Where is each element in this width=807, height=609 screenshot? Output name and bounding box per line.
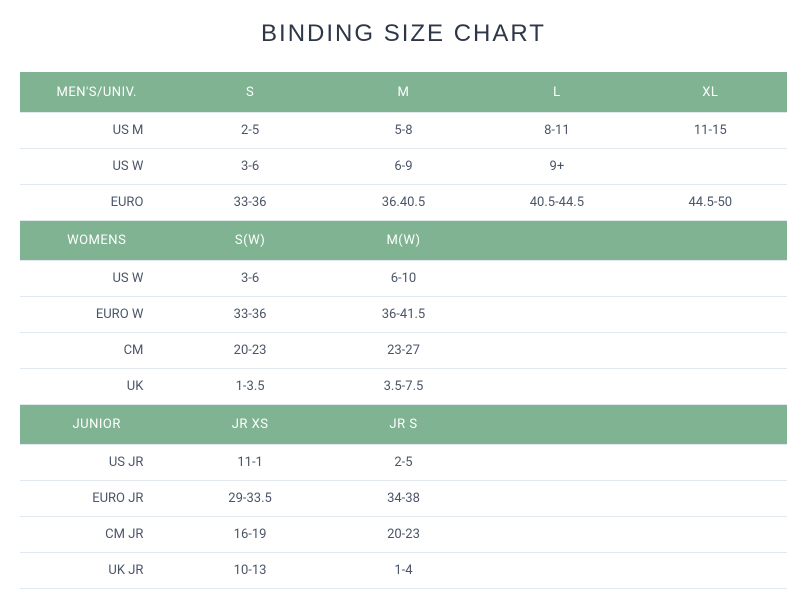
row-label-cell: CM	[20, 333, 173, 369]
table-row: US W3-66-99+	[20, 149, 787, 185]
row-label-cell: EURO	[20, 185, 173, 221]
table-row: CM20-2323-27	[20, 333, 787, 369]
size-chart-container: BINDING SIZE CHART MEN'S/UNIV.SMLXLUS M2…	[20, 20, 787, 589]
row-label-cell: US W	[20, 149, 173, 185]
table-row: US M2-55-88-1111-15	[20, 113, 787, 149]
data-cell: 2-5	[327, 445, 480, 481]
data-cell: 36.40.5	[327, 185, 480, 221]
data-cell	[634, 261, 787, 297]
data-cell	[480, 261, 633, 297]
header-cell	[480, 405, 633, 445]
data-cell: 40.5-44.5	[480, 185, 633, 221]
row-label-cell: EURO W	[20, 297, 173, 333]
table-body: MEN'S/UNIV.SMLXLUS M2-55-88-1111-15US W3…	[20, 73, 787, 589]
data-cell	[634, 445, 787, 481]
header-cell: M	[327, 73, 480, 113]
data-cell: 11-15	[634, 113, 787, 149]
header-cell: M(W)	[327, 221, 480, 261]
data-cell: 2-5	[173, 113, 326, 149]
table-row: EURO W33-3636-41.5	[20, 297, 787, 333]
table-row: UK1-3.53.5-7.5	[20, 369, 787, 405]
data-cell: 20-23	[327, 517, 480, 553]
data-cell: 3-6	[173, 261, 326, 297]
data-cell	[480, 369, 633, 405]
table-row: US JR11-12-5	[20, 445, 787, 481]
data-cell	[634, 297, 787, 333]
data-cell: 16-19	[173, 517, 326, 553]
data-cell: 44.5-50	[634, 185, 787, 221]
section-header-row: MEN'S/UNIV.SMLXL	[20, 73, 787, 113]
header-cell	[634, 221, 787, 261]
data-cell: 6-9	[327, 149, 480, 185]
data-cell	[634, 149, 787, 185]
section-header-row: JUNIORJR XSJR S	[20, 405, 787, 445]
data-cell: 9+	[480, 149, 633, 185]
data-cell: 5-8	[327, 113, 480, 149]
row-label-cell: CM JR	[20, 517, 173, 553]
data-cell: 8-11	[480, 113, 633, 149]
data-cell: 3-6	[173, 149, 326, 185]
header-cell: S(W)	[173, 221, 326, 261]
header-cell: JUNIOR	[20, 405, 173, 445]
table-row: EURO JR29-33.534-38	[20, 481, 787, 517]
data-cell	[634, 369, 787, 405]
header-cell: L	[480, 73, 633, 113]
data-cell: 3.5-7.5	[327, 369, 480, 405]
section-header-row: WOMENSS(W)M(W)	[20, 221, 787, 261]
header-cell: XL	[634, 73, 787, 113]
row-label-cell: US W	[20, 261, 173, 297]
data-cell: 6-10	[327, 261, 480, 297]
data-cell	[634, 517, 787, 553]
header-cell: WOMENS	[20, 221, 173, 261]
data-cell: 20-23	[173, 333, 326, 369]
data-cell: 36-41.5	[327, 297, 480, 333]
size-table: MEN'S/UNIV.SMLXLUS M2-55-88-1111-15US W3…	[20, 72, 787, 589]
header-cell: S	[173, 73, 326, 113]
chart-title: BINDING SIZE CHART	[20, 20, 787, 48]
table-row: CM JR16-1920-23	[20, 517, 787, 553]
header-cell: JR XS	[173, 405, 326, 445]
header-cell	[480, 221, 633, 261]
header-cell: JR S	[327, 405, 480, 445]
table-row: US W3-66-10	[20, 261, 787, 297]
header-cell	[634, 405, 787, 445]
data-cell	[480, 333, 633, 369]
data-cell	[480, 445, 633, 481]
row-label-cell: EURO JR	[20, 481, 173, 517]
data-cell: 23-27	[327, 333, 480, 369]
row-label-cell: UK	[20, 369, 173, 405]
header-cell: MEN'S/UNIV.	[20, 73, 173, 113]
data-cell	[634, 333, 787, 369]
row-label-cell: US M	[20, 113, 173, 149]
data-cell: 29-33.5	[173, 481, 326, 517]
data-cell	[480, 517, 633, 553]
data-cell: 33-36	[173, 297, 326, 333]
data-cell: 33-36	[173, 185, 326, 221]
data-cell	[634, 481, 787, 517]
row-label-cell: US JR	[20, 445, 173, 481]
data-cell: 1-3.5	[173, 369, 326, 405]
data-cell: 11-1	[173, 445, 326, 481]
table-row: EURO33-3636.40.540.5-44.544.5-50	[20, 185, 787, 221]
data-cell	[480, 481, 633, 517]
data-cell	[480, 297, 633, 333]
data-cell: 34-38	[327, 481, 480, 517]
